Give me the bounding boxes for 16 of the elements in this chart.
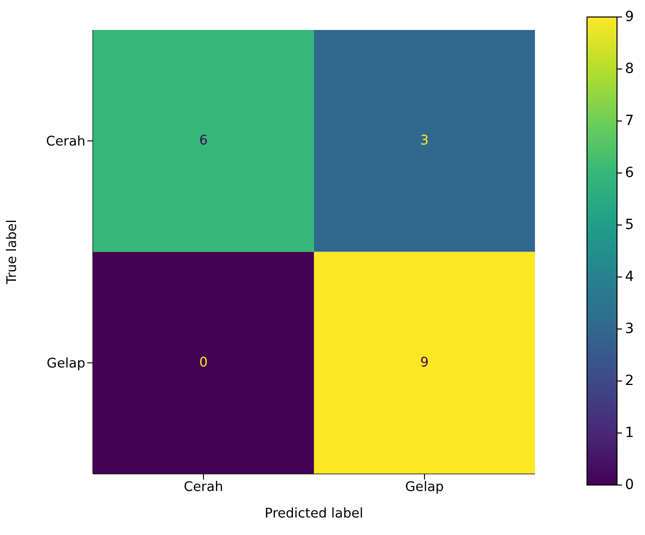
color-bar-label: 9 [625,9,634,25]
color-bar-label: 0 [625,477,634,493]
color-bar-label: 4 [625,269,634,285]
color-bar-label: 2 [625,373,634,389]
color-bar-label: 3 [625,321,634,337]
color-bar-label: 7 [625,113,634,129]
data-label: 0 [199,355,208,370]
data-label: 6 [199,133,208,148]
data-label: 9 [420,355,429,370]
color-bar-label: 1 [625,425,634,441]
color-bar-label: 6 [625,165,634,181]
data-label: 3 [420,133,429,148]
y-axis-title: True label [5,220,20,286]
color-bar-label: 5 [625,217,634,233]
x-axis-title: Predicted label [264,506,364,522]
color-bar-label: 8 [625,61,634,77]
